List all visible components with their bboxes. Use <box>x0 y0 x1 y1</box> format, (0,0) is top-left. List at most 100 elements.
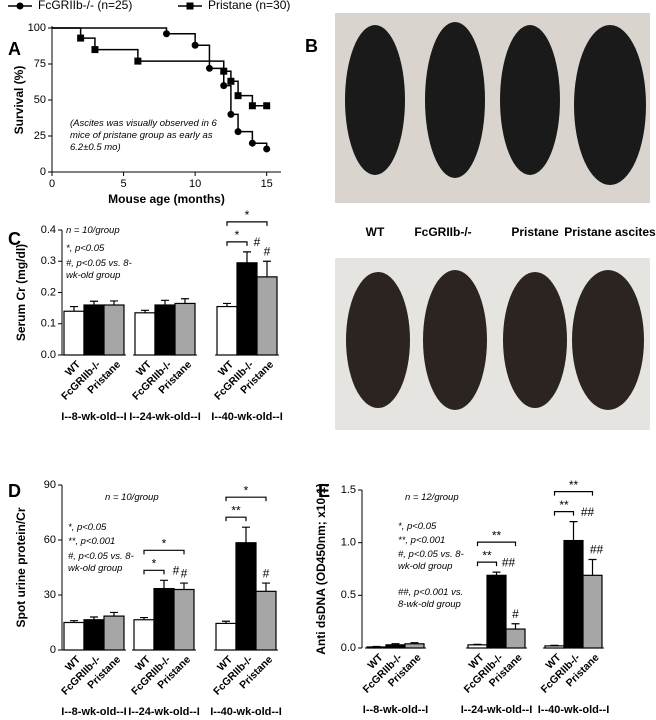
error-bar <box>70 305 78 312</box>
y-tick-label: 0.2 <box>41 286 56 298</box>
point <box>205 64 213 72</box>
legend-label: FcGRIIb-/- (n=25) <box>38 0 132 12</box>
y-tick-label: 100 <box>28 22 46 34</box>
significance-label: ** <box>559 498 569 512</box>
bar <box>83 619 105 651</box>
legend-marker <box>16 2 24 10</box>
group-label: I--8-wk-old--I <box>363 704 428 716</box>
error-bar <box>588 558 597 576</box>
error-bar <box>243 251 251 263</box>
annotation: *, p<0.05 <box>66 243 104 254</box>
annotation: n = 10/group <box>105 492 159 503</box>
annotation-text: n = 12/group <box>405 492 459 503</box>
annotation-text: ##, p<0.001 vs. 8-wk-old group <box>398 587 464 610</box>
error-bar <box>391 643 400 645</box>
point <box>263 102 271 110</box>
bar <box>544 645 565 649</box>
group-label: I--24-wk-old--I <box>128 706 200 718</box>
photo-label: FcGRIIb-/- <box>414 225 471 239</box>
significance-bracket <box>553 491 594 496</box>
x-axis-label: Mouse age (months) <box>108 192 225 206</box>
point <box>91 46 99 54</box>
bar <box>563 539 584 649</box>
error-bar <box>140 616 148 620</box>
bar <box>505 628 526 649</box>
annotation: n = 10/group <box>66 225 120 236</box>
point <box>227 77 235 85</box>
error-bar <box>90 616 98 620</box>
bar <box>154 304 176 356</box>
annotation: #, p<0.05 vs. 8-wk-old group <box>66 258 132 281</box>
x-tick-label: 10 <box>189 178 201 190</box>
error-bar <box>410 642 419 644</box>
annotation-text: n = 10/group <box>66 225 120 236</box>
y-axis-label: Anti dsDNA (OD450nm; x10-1) <box>314 483 328 655</box>
point <box>234 92 242 100</box>
error-bar <box>492 571 501 576</box>
error-bar <box>262 582 270 592</box>
error-bar <box>110 300 118 305</box>
significance-label: ** <box>231 503 241 517</box>
significance-label: ** <box>492 528 502 542</box>
significance-bracket <box>226 221 268 226</box>
significance-mark: # <box>254 235 261 249</box>
annotation-text: **, p<0.001 <box>68 536 116 547</box>
significance-bracket <box>476 561 498 567</box>
y-tick-label: 90 <box>44 479 56 491</box>
significance-bracket <box>143 549 185 555</box>
significance-mark: # <box>173 564 180 578</box>
bar <box>582 574 603 649</box>
annotation: #, p<0.05 vs. 8-wk-old group <box>68 551 134 574</box>
significance-mark: ## <box>502 555 516 569</box>
significance-mark: # <box>263 566 270 580</box>
point <box>263 145 271 153</box>
bar <box>173 588 195 651</box>
bar <box>216 305 238 356</box>
point <box>234 128 242 136</box>
annotation: *, p<0.05 <box>68 522 106 533</box>
group-label: I--8-wk-old--I <box>61 411 126 423</box>
significance-mark: ## <box>590 543 604 557</box>
significance-bracket <box>226 241 248 246</box>
y-tick-label: 0.4 <box>41 224 56 236</box>
bar <box>133 619 155 651</box>
error-bar <box>263 260 271 277</box>
error-bar <box>160 579 168 589</box>
y-tick-label: 0.0 <box>341 642 356 654</box>
bar <box>236 262 258 356</box>
panel-letter: C <box>8 229 21 249</box>
y-tick-label: 1.0 <box>341 537 356 549</box>
y-tick-label: 30 <box>44 589 56 601</box>
mice-bottom <box>346 270 644 410</box>
significance-label: * <box>152 557 157 571</box>
point <box>220 67 228 75</box>
annotation: *, p<0.05 <box>398 521 436 532</box>
significance-label: * <box>245 208 250 222</box>
error-bar <box>180 582 188 590</box>
panel-letter: D <box>8 481 21 501</box>
annotation: #, p<0.05 vs. 8-wk-old group <box>398 549 464 572</box>
bar <box>174 302 196 356</box>
y-tick-label: 0.5 <box>341 589 356 601</box>
x-tick-label: 15 <box>261 178 273 190</box>
annotation: **, p<0.001 <box>398 535 445 546</box>
photo-label: Pristane ascites <box>564 225 656 239</box>
annotation-text: #, p<0.05 vs. 8-wk-old group <box>398 549 464 572</box>
annotation-text: (Ascites was visually observed in 6 mice… <box>70 118 217 153</box>
group-label: I--24-wk-old--I <box>461 704 533 716</box>
bar <box>255 590 277 651</box>
panel-letter: B <box>305 36 318 56</box>
error-bar <box>242 526 250 543</box>
group-label: I--40-wk-old--I <box>538 704 610 716</box>
annotation: (Ascites was visually observed in 6 mice… <box>70 118 217 153</box>
significance-bracket <box>225 516 247 522</box>
annotation: **, p<0.001 <box>68 536 116 547</box>
error-bar <box>110 611 118 617</box>
photo-label: WT <box>366 225 385 239</box>
point <box>248 102 256 110</box>
y-tick-label: 0.3 <box>41 255 56 267</box>
annotation-text: #, p<0.05 vs. 8-wk-old group <box>66 258 132 281</box>
significance-mark: ## <box>581 505 595 519</box>
panel-letter: E <box>318 481 330 501</box>
